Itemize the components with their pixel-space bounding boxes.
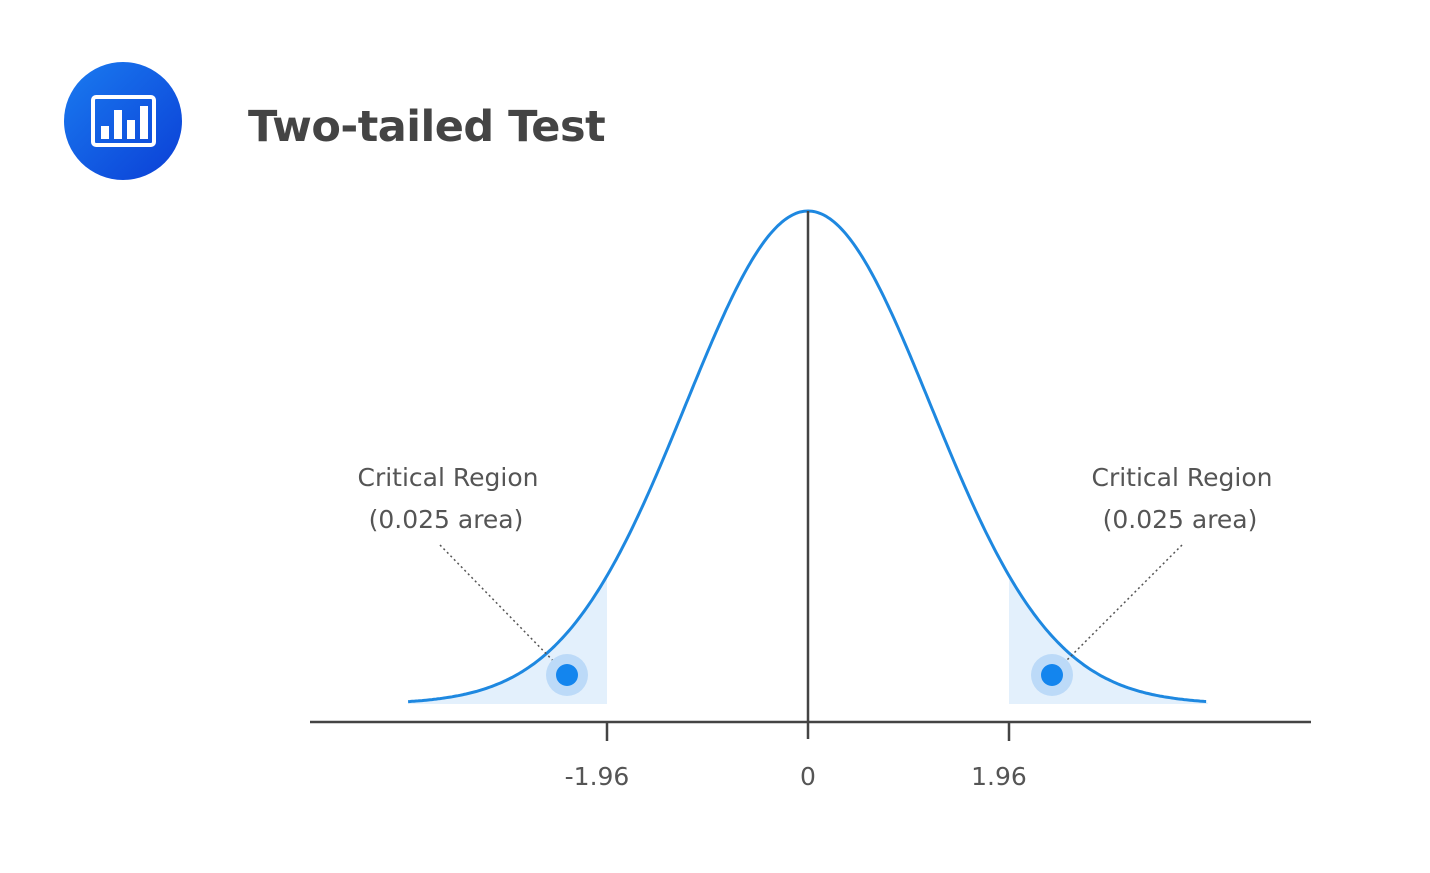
left-marker-dot [556,664,578,686]
right-annotation-line2: (0.025 area) [1103,505,1258,534]
right-annotation-line1: Critical Region [1092,463,1273,492]
left-annotation-line2: (0.025 area) [369,505,524,534]
x-tick-label: 0 [800,762,816,791]
right-marker-dot [1041,664,1063,686]
logo-circle [64,62,182,180]
x-tick-label: 1.96 [971,762,1027,791]
right-annotation-leader [1051,544,1183,676]
bar-chart-icon [91,95,156,147]
left-annotation-line1: Critical Region [358,463,539,492]
left-annotation-leader [439,544,568,676]
page-title: Two-tailed Test [248,102,606,152]
x-tick-label: -1.96 [565,762,630,791]
